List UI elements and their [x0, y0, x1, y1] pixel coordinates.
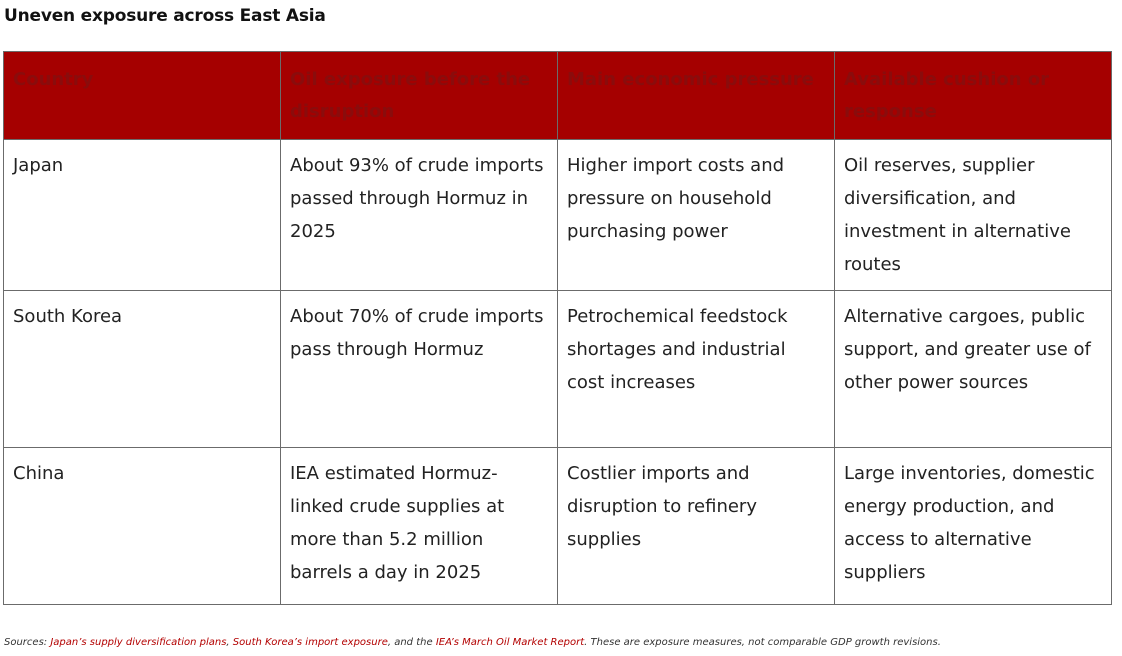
- sources-note: Sources: Japan’s supply diversification …: [4, 637, 941, 648]
- cell-response: Alternative cargoes, public support, and…: [834, 290, 1112, 448]
- link-iea-oil-market-report[interactable]: IEA’s March Oil Market Report: [435, 637, 585, 648]
- cell-exposure: About 70% of crude imports pass through …: [280, 290, 558, 448]
- cell-response: Large inventories, domestic energy produ…: [834, 447, 1112, 605]
- link-south-korea-import-exposure[interactable]: South Korea’s import exposure: [232, 637, 388, 648]
- table-row: China IEA estimated Hormuz-linked crude …: [3, 447, 1112, 605]
- cell-country: Japan: [3, 139, 281, 291]
- sources-separator: , and the: [387, 637, 436, 648]
- cell-pressure: Petrochemical feedstock shortages and in…: [557, 290, 835, 448]
- sources-prefix: Sources:: [4, 637, 51, 648]
- link-japan-supply-diversification[interactable]: Japan’s supply diversification plans: [50, 637, 227, 648]
- cell-response: Oil reserves, supplier diversification, …: [834, 139, 1112, 291]
- header-country: Country: [3, 51, 281, 140]
- cell-country: China: [3, 447, 281, 605]
- cell-country: South Korea: [3, 290, 281, 448]
- cell-pressure: Costlier imports and disruption to refin…: [557, 447, 835, 605]
- sources-suffix: . These are exposure measures, not compa…: [584, 637, 941, 648]
- cell-pressure: Higher import costs and pressure on hous…: [557, 139, 835, 291]
- exposure-table: Country Oil exposure before the disrupti…: [3, 51, 1112, 605]
- table-row: South Korea About 70% of crude imports p…: [3, 290, 1112, 448]
- page-title: Uneven exposure across East Asia: [4, 6, 326, 26]
- header-oil-exposure: Oil exposure before the disruption: [280, 51, 558, 140]
- table-header-row: Country Oil exposure before the disrupti…: [3, 51, 1112, 140]
- cell-exposure: About 93% of crude imports passed throug…: [280, 139, 558, 291]
- cell-exposure: IEA estimated Hormuz-linked crude suppli…: [280, 447, 558, 605]
- sources-separator: ,: [226, 637, 233, 648]
- header-economic-pressure: Main economic pressure: [557, 51, 835, 140]
- header-cushion-response: Available cushion or response: [834, 51, 1112, 140]
- table-row: Japan About 93% of crude imports passed …: [3, 139, 1112, 291]
